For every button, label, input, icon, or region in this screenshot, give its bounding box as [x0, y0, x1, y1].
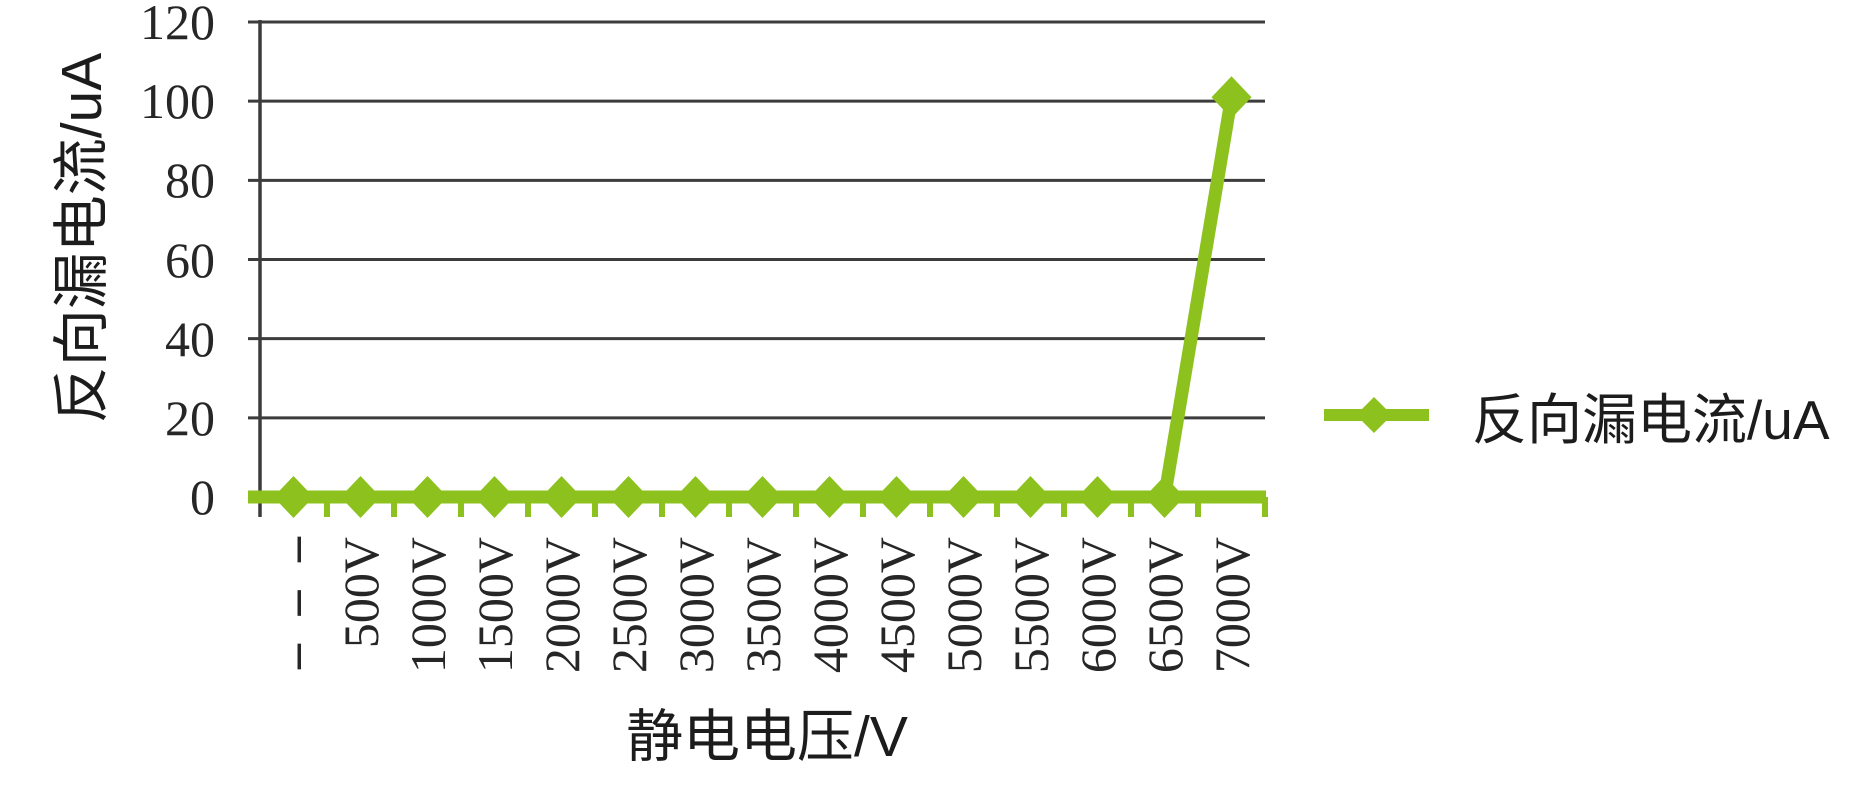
data-point-marker [1211, 76, 1252, 119]
y-tick-label: 120 [140, 0, 215, 50]
data-point-marker [1010, 476, 1051, 518]
data-point-marker [474, 476, 515, 518]
legend-label: 反向漏电流/uA [1472, 389, 1830, 451]
y-tick-label: 60 [165, 231, 215, 288]
y-tick-label: 40 [165, 310, 215, 367]
data-point-marker [1077, 476, 1118, 518]
y-tick-label: 80 [165, 152, 215, 209]
data-point-marker [943, 476, 984, 518]
y-tick-label: 100 [140, 73, 215, 130]
x-axis-title: 静电电压/V [626, 705, 908, 769]
x-tick-label: 6500V [1136, 537, 1193, 674]
data-point-marker [876, 476, 917, 518]
data-point-marker [742, 476, 783, 518]
y-tick-label: 20 [165, 389, 215, 446]
x-tick-label: 1500V [466, 537, 523, 674]
data-point-marker [407, 476, 448, 518]
data-point-marker [273, 476, 314, 518]
x-tick-label: 500V [332, 537, 389, 649]
data-point-marker [675, 476, 716, 518]
x-tick-label: 7000V [1203, 537, 1260, 674]
y-tick-label: 0 [190, 469, 215, 525]
data-point-marker [541, 476, 582, 518]
legend-marker-icon [1324, 397, 1429, 433]
x-tick-label: 1000V [399, 537, 456, 674]
data-point-marker [340, 476, 381, 518]
data-point-marker [809, 476, 850, 518]
data-point-marker [1144, 476, 1185, 518]
data-point-marker [608, 476, 649, 518]
series-line [293, 96, 1238, 504]
x-tick-label: – – – [265, 537, 322, 669]
x-tick-label: 6000V [1069, 537, 1126, 674]
legend: 反向漏电流/uA [1322, 380, 1830, 451]
